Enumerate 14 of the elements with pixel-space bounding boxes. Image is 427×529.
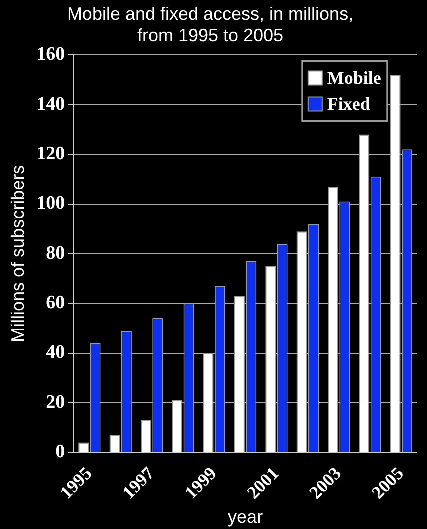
y-tick-label: 100 xyxy=(36,193,66,214)
chart-title: Mobile and fixed access, in millions, from 1995 to 2005 xyxy=(67,4,354,46)
y-tick-label: 40 xyxy=(46,342,66,364)
y-tick-label: 0 xyxy=(56,442,66,463)
y-axis-title: Millions of subscribers xyxy=(8,165,28,342)
y-tick-label: 140 xyxy=(36,94,66,115)
legend-label: Mobile xyxy=(327,68,382,88)
y-tick-label: 20 xyxy=(46,392,66,413)
legend-label: Fixed xyxy=(327,94,370,114)
x-axis-title: year xyxy=(228,507,264,528)
y-tick-label: 80 xyxy=(46,242,66,264)
y-tick-label: 160 xyxy=(36,44,66,66)
y-tick-label: 60 xyxy=(46,292,66,314)
y-tick-label: 120 xyxy=(36,143,66,164)
